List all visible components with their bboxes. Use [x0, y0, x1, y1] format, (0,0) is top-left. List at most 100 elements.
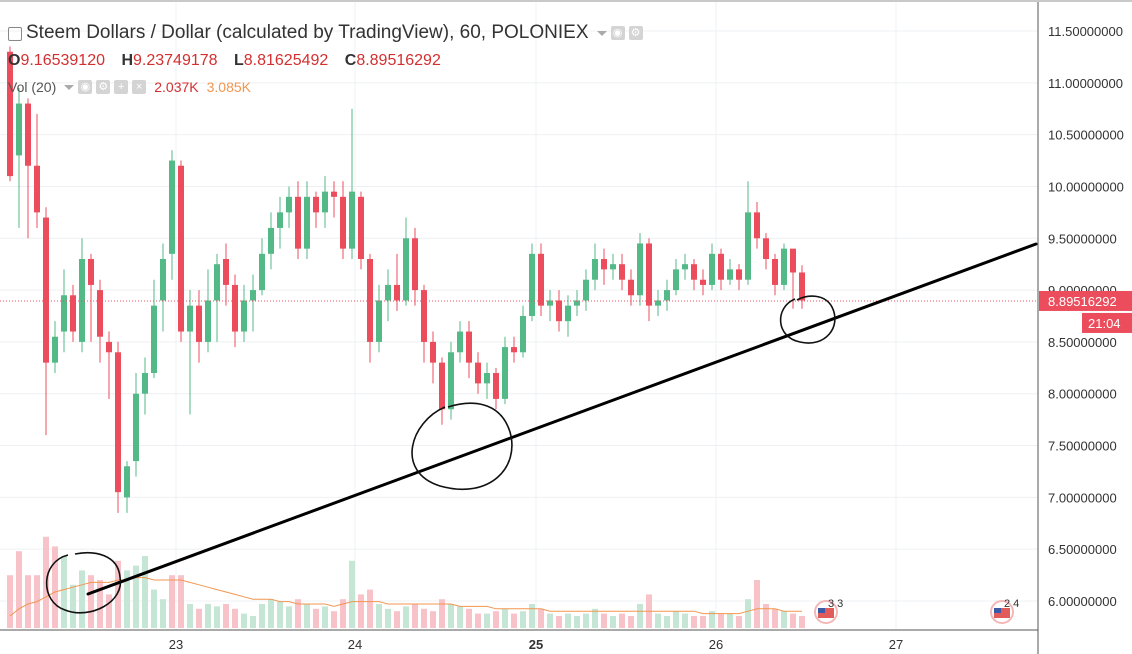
event-flag[interactable]: 2 4: [990, 598, 1019, 624]
candle-body: [232, 284, 238, 332]
y-tick-label: 11.00000000: [1048, 76, 1123, 91]
volume-bar: [466, 608, 472, 628]
volume-bar: [349, 560, 355, 628]
volume-bar: [133, 565, 139, 628]
volume-bar: [223, 604, 229, 628]
volume-bar: [178, 575, 184, 628]
volume-bar: [331, 611, 337, 628]
volume-bar: [214, 606, 220, 628]
candle-body: [214, 264, 220, 301]
gear-icon[interactable]: ⚙: [96, 80, 111, 94]
plus-icon[interactable]: +: [114, 80, 129, 94]
volume-bar: [142, 556, 148, 628]
volume-bar: [781, 611, 787, 628]
volume-bar: [277, 601, 283, 628]
candle-body: [754, 212, 760, 239]
volume-bar: [358, 594, 364, 628]
candle-body: [799, 272, 805, 301]
y-tick-label: 10.50000000: [1048, 128, 1124, 143]
volume-bar: [745, 599, 751, 628]
candle-body: [223, 259, 229, 285]
candle-body: [187, 305, 193, 332]
candle-body: [97, 290, 103, 337]
volume-bar: [160, 599, 166, 628]
candle-body: [196, 305, 202, 342]
volume-bar: [799, 616, 805, 628]
candle-body: [178, 165, 184, 332]
candle-body: [592, 259, 598, 280]
candle-body: [385, 284, 391, 301]
close-value: 8.89516292: [356, 52, 441, 69]
volume-bar: [241, 613, 247, 628]
volume-bar: [709, 611, 715, 628]
candle-body: [250, 290, 256, 301]
candle-body: [763, 238, 769, 260]
candle-body: [547, 300, 553, 306]
gear-icon[interactable]: ⚙: [628, 26, 643, 40]
volume-bar: [421, 608, 427, 628]
volume-bar: [457, 606, 463, 628]
current-price-tag-label: 8.89516292: [1048, 294, 1117, 309]
candle-body: [88, 259, 94, 285]
hand-circle-mark: [411, 402, 513, 491]
volume-bar: [61, 556, 67, 628]
low-label: L: [233, 52, 244, 69]
chevron-down-icon[interactable]: [64, 84, 75, 90]
chevron-down-icon[interactable]: [596, 30, 607, 36]
candle-body: [637, 243, 643, 296]
volume-bar: [70, 584, 76, 628]
y-tick-label: 6.00000000: [1048, 594, 1117, 609]
candle-body: [277, 212, 283, 228]
volume-bar: [313, 608, 319, 628]
candle-body: [628, 279, 634, 296]
y-tick-label: 7.50000000: [1048, 439, 1117, 454]
volume-bar: [394, 611, 400, 628]
candle-body: [511, 347, 517, 353]
candle-body: [349, 191, 355, 249]
volume-bar: [736, 616, 742, 628]
volume-bar: [430, 611, 436, 628]
volume-bar: [610, 616, 616, 628]
countdown-tag-label: 21:04: [1088, 316, 1121, 331]
candle-body: [133, 393, 139, 462]
open-value: 9.16539120: [20, 52, 105, 69]
volume-bar: [169, 575, 175, 628]
price-axis[interactable]: 6.00000000 6.50000000 7.00000000 7.50000000…: [1037, 2, 1124, 654]
volume-bar: [304, 604, 310, 628]
candle-body: [70, 295, 76, 332]
candle-body: [259, 253, 265, 291]
event-flag[interactable]: 3 3: [814, 598, 843, 624]
volume-bar: [88, 575, 94, 628]
candles: [7, 46, 805, 513]
x-tick-label: 23: [169, 637, 183, 652]
symbol-title[interactable]: Steem Dollars / Dollar (calculated by Tr…: [26, 22, 589, 43]
close-icon[interactable]: ×: [132, 80, 147, 94]
volume-bar: [700, 616, 706, 628]
candle-body: [16, 103, 22, 156]
candle-body: [583, 279, 589, 301]
volume-bar: [655, 613, 661, 628]
eye-icon[interactable]: ◉: [78, 80, 93, 94]
volume-bar: [511, 613, 517, 628]
candle-body: [331, 191, 337, 197]
eye-icon[interactable]: ◉: [610, 26, 625, 40]
flag-stripes: [994, 608, 1010, 618]
candle-body: [484, 372, 490, 384]
volume-bar: [187, 604, 193, 628]
collapse-toggle-icon[interactable]: [8, 27, 22, 41]
low-value: 8.81625492: [243, 52, 329, 69]
volume-label[interactable]: Vol (20): [8, 79, 57, 95]
candle-body: [439, 362, 445, 410]
candle-body: [664, 290, 670, 301]
candle-body: [124, 466, 130, 498]
volume-bar: [673, 611, 679, 628]
annotations: [0, 242, 1038, 614]
volume-bar: [664, 616, 670, 628]
volume-bar: [439, 599, 445, 628]
time-axis[interactable]: 23 24 25 26 27: [0, 629, 1038, 652]
candle-body: [286, 196, 292, 213]
volume-bar: [232, 608, 238, 628]
candle-body: [151, 305, 157, 373]
